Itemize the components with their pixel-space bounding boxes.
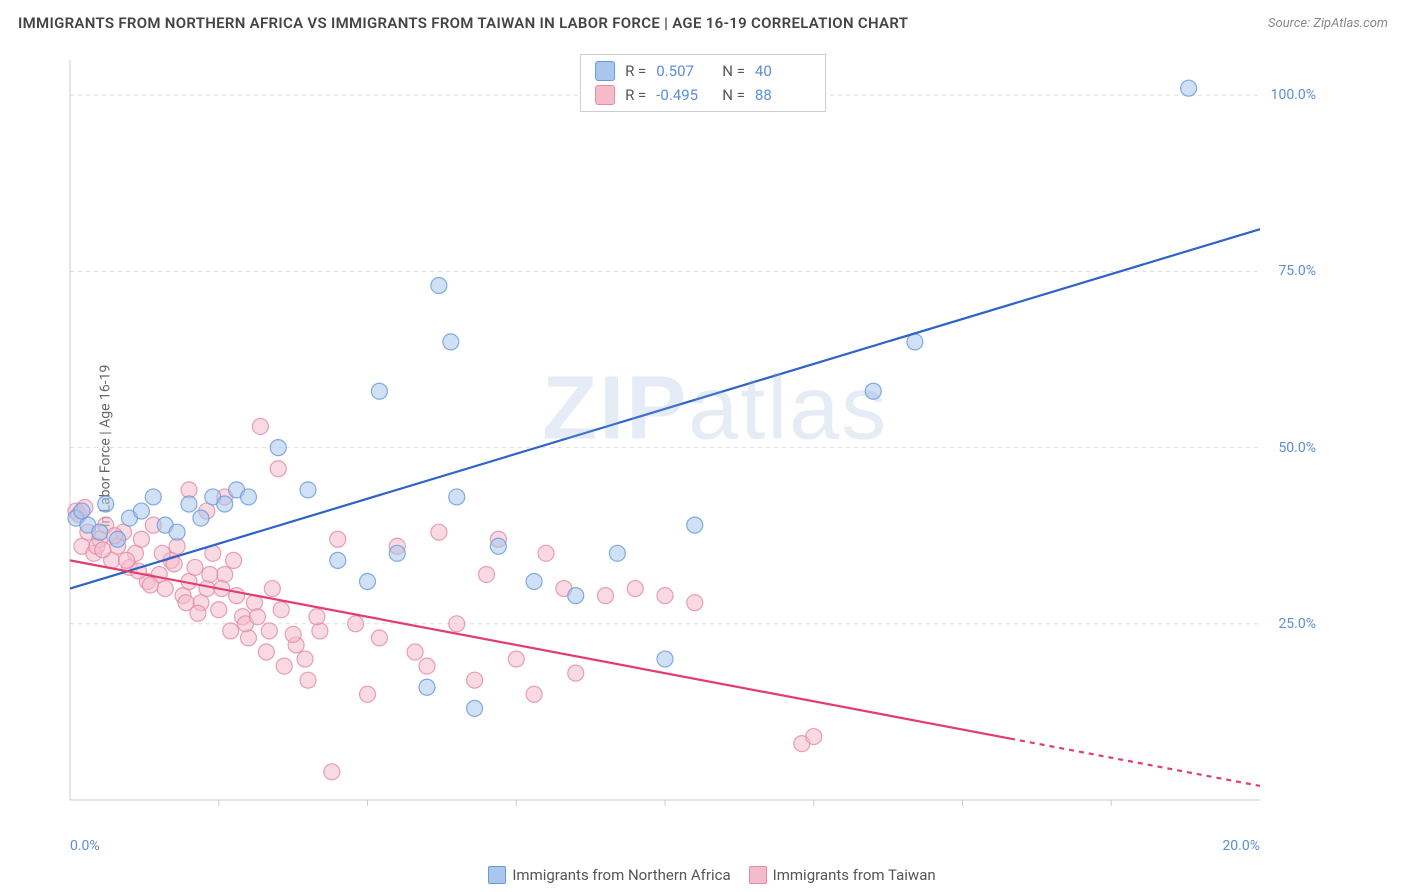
stat-n-value: 88 xyxy=(755,83,811,107)
x-tick-label: 20.0% xyxy=(1222,838,1260,854)
scatter-chart xyxy=(60,50,1320,830)
y-tick-label: 100.0% xyxy=(1271,87,1316,103)
stat-n-value: 40 xyxy=(755,59,811,83)
stats-row-northern_africa: R = 0.507 N = 40 xyxy=(595,59,811,83)
stat-n-label: N = xyxy=(722,83,745,107)
x-tick-label: 0.0% xyxy=(70,838,100,854)
y-tick-label: 25.0% xyxy=(1278,616,1316,632)
stat-n-label: N = xyxy=(722,59,745,83)
stat-r-label: R = xyxy=(625,83,646,107)
stat-r-value: 0.507 xyxy=(656,59,712,83)
y-tick-label: 50.0% xyxy=(1278,440,1316,456)
stats-legend-box: R = 0.507 N = 40 R = -0.495 N = 88 xyxy=(580,54,826,112)
bottom-legend: Immigrants from Northern Africa Immigrant… xyxy=(0,866,1406,884)
y-tick-label: 75.0% xyxy=(1278,263,1316,279)
source-label: Source: ZipAtlas.com xyxy=(1268,16,1388,31)
legend-swatch-icon xyxy=(595,61,615,81)
stats-row-taiwan: R = -0.495 N = 88 xyxy=(595,83,811,107)
legend-swatch-icon xyxy=(749,866,767,884)
legend-swatch-icon xyxy=(595,85,615,105)
legend-swatch-icon xyxy=(488,866,506,884)
legend-label: Immigrants from Taiwan xyxy=(773,866,936,884)
chart-area: ZIPatlas 25.0%50.0%75.0%100.0%0.0%20.0% xyxy=(60,50,1320,830)
stat-r-value: -0.495 xyxy=(656,83,712,107)
chart-title: IMMIGRANTS FROM NORTHERN AFRICA VS IMMIG… xyxy=(18,14,908,32)
legend-label: Immigrants from Northern Africa xyxy=(512,866,730,884)
stat-r-label: R = xyxy=(625,59,646,83)
